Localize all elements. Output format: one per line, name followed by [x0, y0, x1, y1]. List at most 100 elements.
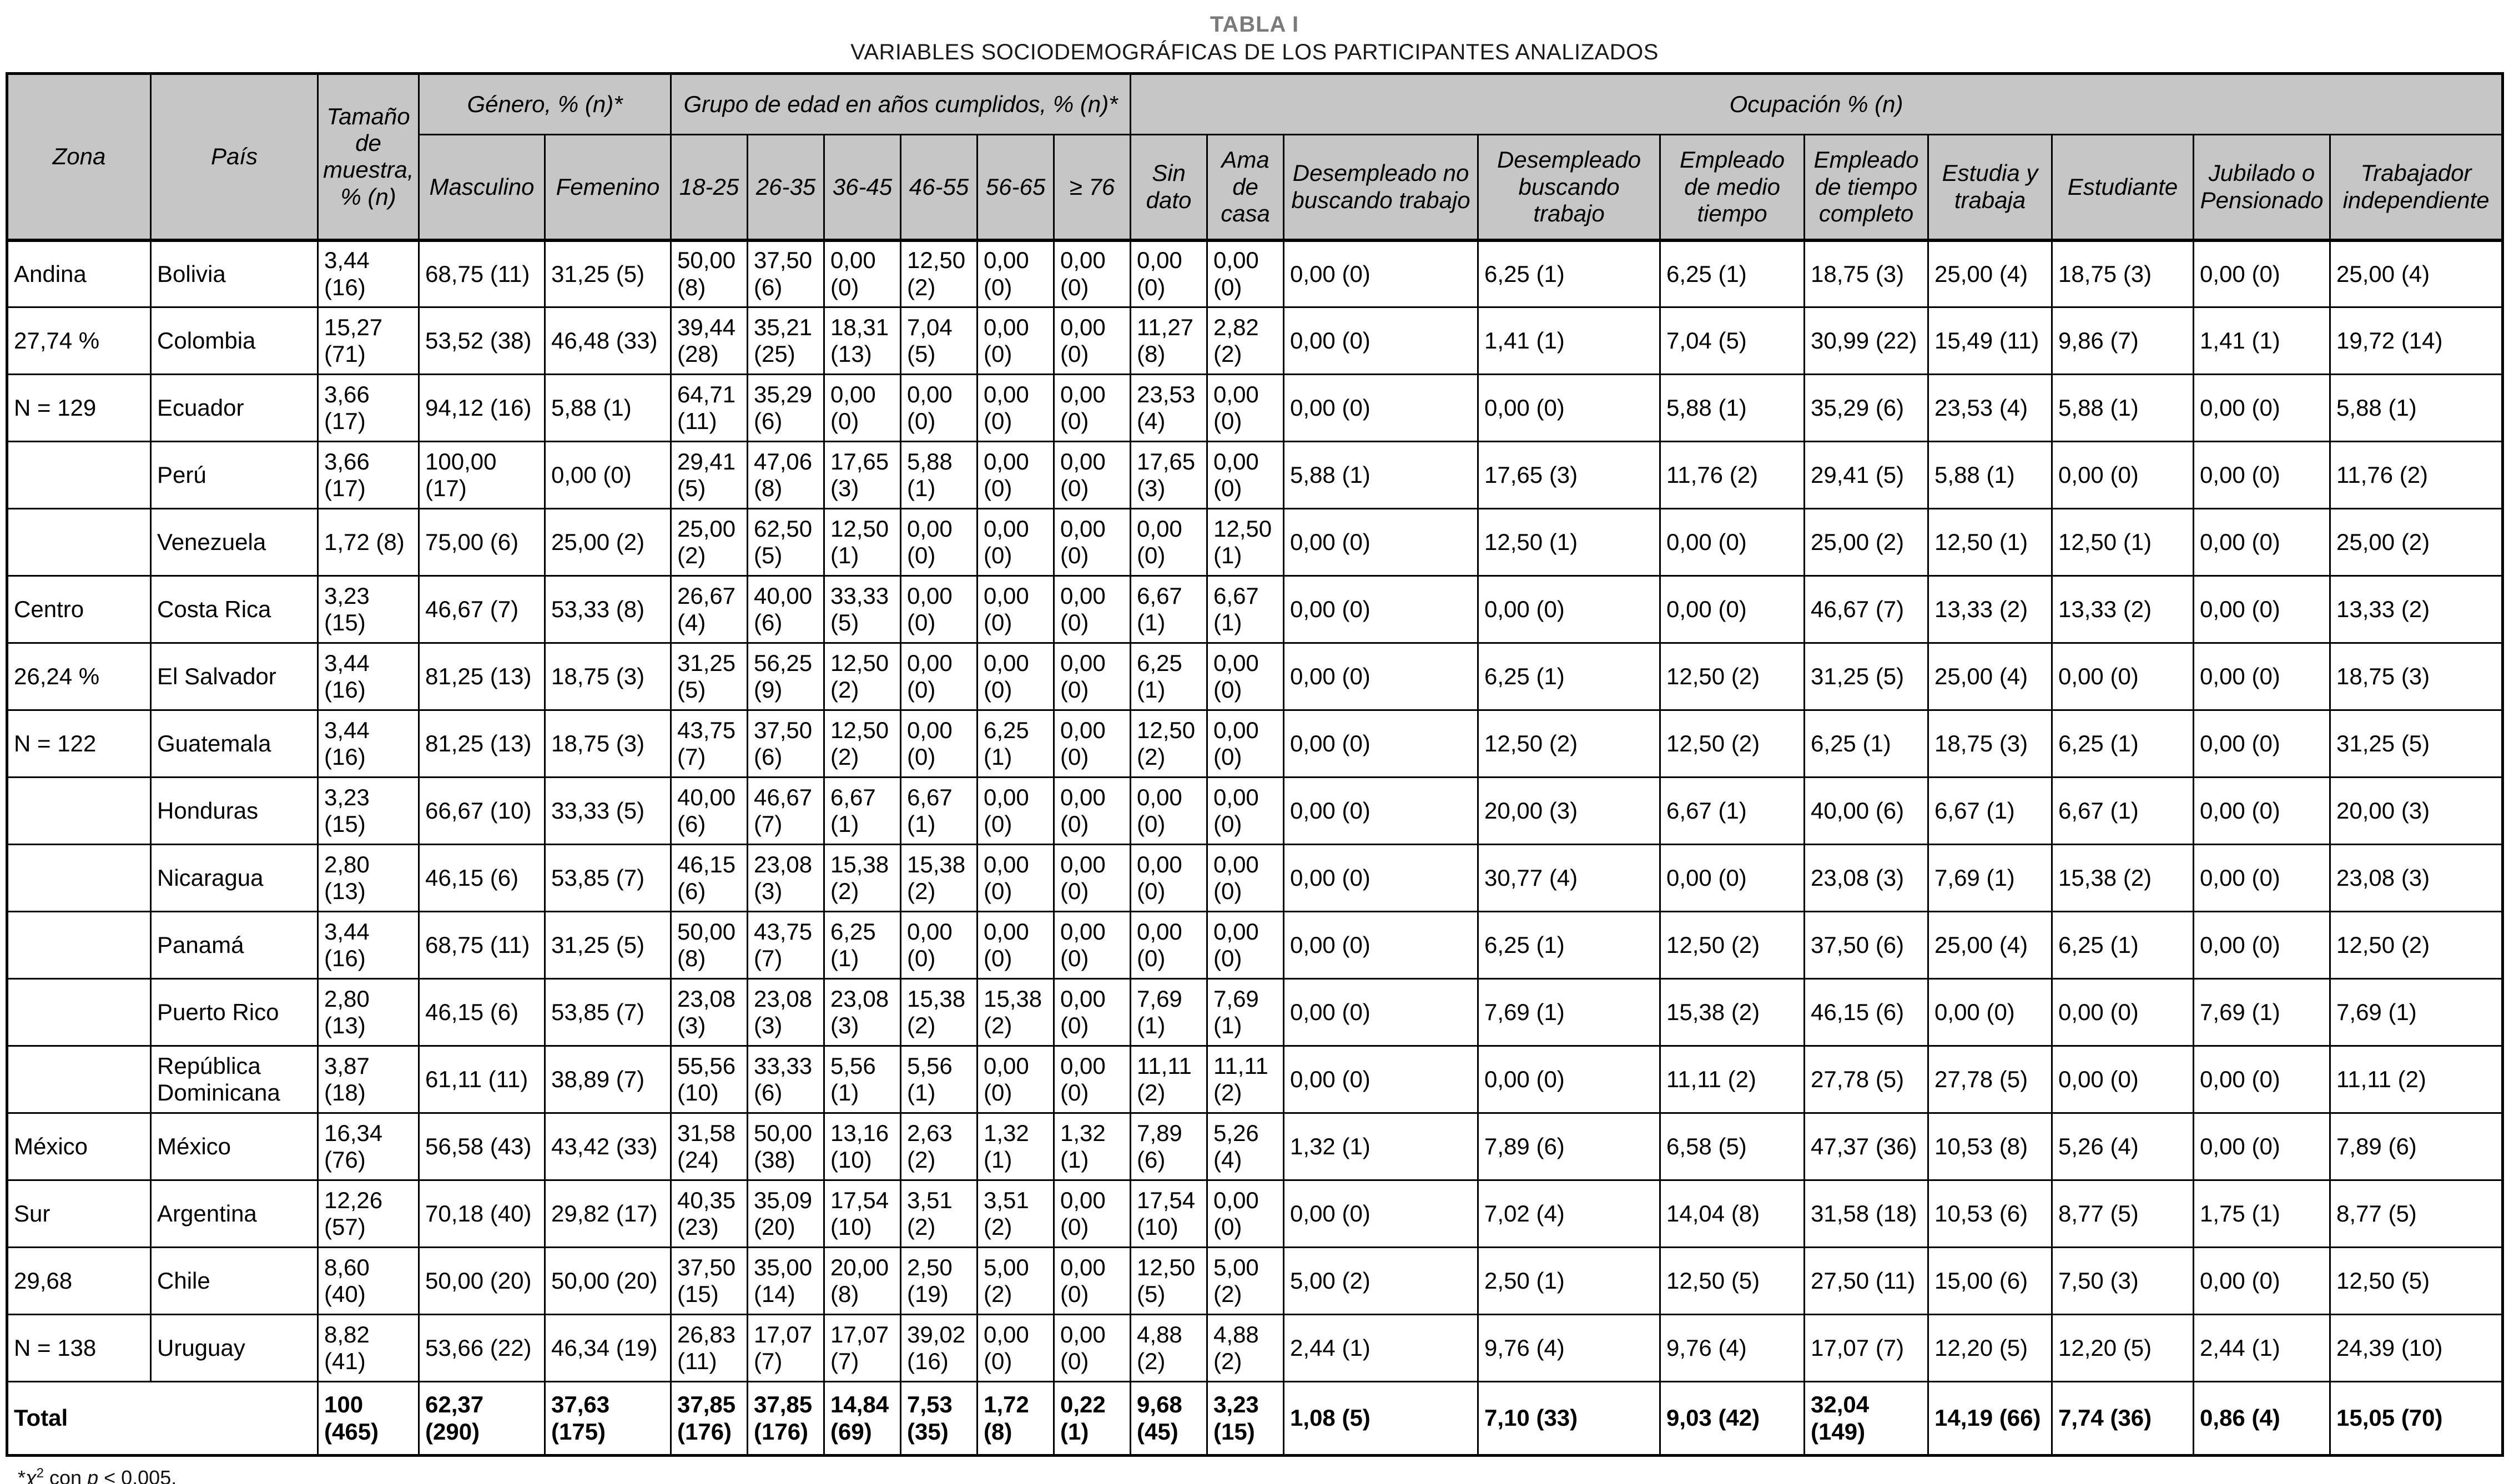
value-cell-desempleado-buscando: 12,50 (2)	[1477, 709, 1661, 778]
value-cell-empleado-medio-tiempo: 6,58 (5)	[1659, 1112, 1806, 1181]
value-cell-femenino: 33,33 (5)	[544, 776, 672, 845]
value-cell-desempleado-buscando: 12,50 (1)	[1477, 508, 1661, 577]
value-cell-edad-26-35: 35,09 (20)	[747, 1179, 825, 1248]
value-cell-desempleado-buscando: 6,25 (1)	[1477, 239, 1661, 308]
value-cell-edad-56-65: 15,38 (2)	[976, 978, 1055, 1047]
footnote: *χ2 con p < 0,005.	[18, 1466, 2509, 1484]
value-cell-edad-36-45: 12,50 (2)	[823, 642, 901, 711]
value-cell-ama-de-casa: 5,26 (4)	[1206, 1112, 1285, 1181]
value-cell-edad-76: 0,00 (0)	[1052, 575, 1132, 644]
value-cell-empleado-tiempo-completo: 35,29 (6)	[1803, 373, 1929, 442]
value-cell-empleado-tiempo-completo: 31,25 (5)	[1803, 642, 1929, 711]
pais-cell: Puerto Rico	[150, 978, 319, 1047]
value-cell-desempleado-buscando: 0,00 (0)	[1477, 373, 1661, 442]
value-cell-edad-36-45: 18,31 (13)	[823, 306, 901, 375]
value-cell-sin-dato: 0,00 (0)	[1130, 239, 1208, 308]
value-cell-estudiante: 7,50 (3)	[2051, 1246, 2195, 1315]
value-cell-empleado-tiempo-completo: 17,07 (7)	[1803, 1314, 1929, 1382]
value-cell-edad-46-55: 5,88 (1)	[900, 441, 978, 509]
value-cell-sin-dato: 4,88 (2)	[1130, 1314, 1208, 1382]
value-cell-ama-de-casa: 0,00 (0)	[1206, 776, 1285, 845]
value-cell-empleado-medio-tiempo: 5,88 (1)	[1659, 373, 1806, 442]
value-cell-masculino: 53,52 (38)	[418, 306, 546, 375]
total-value-cell: 100 (465)	[317, 1381, 420, 1456]
value-cell-edad-18-25: 31,58 (24)	[670, 1112, 748, 1181]
value-cell-empleado-medio-tiempo: 0,00 (0)	[1659, 508, 1806, 577]
value-cell-empleado-medio-tiempo: 12,50 (5)	[1659, 1246, 1806, 1315]
pais-cell: Guatemala	[150, 709, 319, 778]
pais-cell: República Dominicana	[150, 1045, 319, 1114]
value-cell-ama-de-casa: 6,67 (1)	[1206, 575, 1285, 644]
value-cell-edad-26-35: 17,07 (7)	[747, 1314, 825, 1382]
value-cell-edad-46-55: 2,50 (19)	[900, 1246, 978, 1315]
value-cell-edad-76: 0,00 (0)	[1052, 508, 1132, 577]
header-group-row: Zona País Tamaño de muestra, % (n) Géner…	[6, 73, 2504, 241]
value-cell-empleado-medio-tiempo: 11,11 (2)	[1659, 1045, 1806, 1114]
value-cell-edad-36-45: 13,16 (10)	[823, 1112, 901, 1181]
value-cell-edad-36-45: 0,00 (0)	[823, 373, 901, 442]
zona-cell: N = 129	[6, 373, 152, 442]
table-body: Andina Bolivia 3,44 (16) 68,75 (11) 31,2…	[6, 239, 2504, 1382]
value-cell-edad-36-45: 17,54 (10)	[823, 1179, 901, 1248]
value-cell-trabajador-independiente: 19,72 (14)	[2329, 306, 2504, 375]
value-cell-estudia-y-trabaja: 27,78 (5)	[1927, 1045, 2053, 1114]
value-cell-edad-46-55: 0,00 (0)	[900, 642, 978, 711]
value-cell-desempleado-buscando: 2,50 (1)	[1477, 1246, 1661, 1315]
value-cell-masculino: 46,15 (6)	[418, 978, 546, 1047]
value-cell-edad-56-65: 0,00 (0)	[976, 1314, 1055, 1382]
value-cell-edad-18-25: 40,35 (23)	[670, 1179, 748, 1248]
footnote-star: *	[18, 1466, 26, 1484]
value-cell-edad-56-65: 0,00 (0)	[976, 1045, 1055, 1114]
value-cell-estudiante: 15,38 (2)	[2051, 844, 2195, 912]
value-cell-tamano: 2,80 (13)	[317, 978, 420, 1047]
value-cell-masculino: 68,75 (11)	[418, 911, 546, 980]
value-cell-estudia-y-trabaja: 12,50 (1)	[1927, 508, 2053, 577]
value-cell-desempleado-no-buscando: 0,00 (0)	[1283, 239, 1479, 308]
value-cell-jubilado-pensionado: 7,69 (1)	[2193, 978, 2331, 1047]
header-sub-row: Masculino Femenino 18-25 26-35 36-45 46-…	[7, 134, 2504, 241]
value-cell-masculino: 100,00 (17)	[418, 441, 546, 509]
col-header-estudiante: Estudiante	[2051, 134, 2195, 241]
value-cell-desempleado-buscando: 1,41 (1)	[1477, 306, 1661, 375]
value-cell-edad-76: 0,00 (0)	[1052, 978, 1132, 1047]
table-row: Honduras 3,23 (15) 66,67 (10) 33,33 (5) …	[6, 776, 2504, 845]
value-cell-empleado-tiempo-completo: 27,50 (11)	[1803, 1246, 1929, 1315]
value-cell-edad-26-35: 35,29 (6)	[747, 373, 825, 442]
value-cell-estudia-y-trabaja: 10,53 (6)	[1927, 1179, 2053, 1248]
value-cell-edad-26-35: 43,75 (7)	[747, 911, 825, 980]
value-cell-empleado-tiempo-completo: 47,37 (36)	[1803, 1112, 1929, 1181]
value-cell-tamano: 3,44 (16)	[317, 709, 420, 778]
value-cell-estudia-y-trabaja: 18,75 (3)	[1927, 709, 2053, 778]
value-cell-edad-56-65: 0,00 (0)	[976, 306, 1055, 375]
pais-cell: México	[150, 1112, 319, 1181]
value-cell-empleado-medio-tiempo: 6,67 (1)	[1659, 776, 1806, 845]
value-cell-trabajador-independiente: 8,77 (5)	[2329, 1179, 2504, 1248]
value-cell-sin-dato: 0,00 (0)	[1130, 776, 1208, 845]
zona-cell: N = 138	[6, 1314, 152, 1382]
group-header-ocupacion: Ocupación % (n)	[1130, 73, 2504, 135]
value-cell-edad-56-65: 0,00 (0)	[976, 373, 1055, 442]
value-cell-desempleado-no-buscando: 0,00 (0)	[1283, 844, 1479, 912]
table-row: Puerto Rico 2,80 (13) 46,15 (6) 53,85 (7…	[6, 978, 2504, 1047]
total-value-cell: 1,72 (8)	[976, 1381, 1055, 1456]
value-cell-empleado-medio-tiempo: 14,04 (8)	[1659, 1179, 1806, 1248]
value-cell-femenino: 53,85 (7)	[544, 844, 672, 912]
value-cell-sin-dato: 12,50 (2)	[1130, 709, 1208, 778]
total-label-cell: Total	[6, 1381, 319, 1456]
value-cell-edad-26-35: 23,08 (3)	[747, 978, 825, 1047]
value-cell-trabajador-independiente: 12,50 (5)	[2329, 1246, 2504, 1315]
value-cell-desempleado-no-buscando: 0,00 (0)	[1283, 575, 1479, 644]
value-cell-estudia-y-trabaja: 10,53 (8)	[1927, 1112, 2053, 1181]
value-cell-edad-36-45: 12,50 (1)	[823, 508, 901, 577]
value-cell-femenino: 0,00 (0)	[544, 441, 672, 509]
value-cell-edad-76: 0,00 (0)	[1052, 441, 1132, 509]
value-cell-ama-de-casa: 5,00 (2)	[1206, 1246, 1285, 1315]
value-cell-trabajador-independiente: 18,75 (3)	[2329, 642, 2504, 711]
value-cell-empleado-medio-tiempo: 11,76 (2)	[1659, 441, 1806, 509]
value-cell-ama-de-casa: 0,00 (0)	[1206, 844, 1285, 912]
value-cell-trabajador-independiente: 7,89 (6)	[2329, 1112, 2504, 1181]
table-subtitle: VARIABLES SOCIODEMOGRÁFICAS DE LOS PARTI…	[850, 40, 1659, 64]
value-cell-estudiante: 0,00 (0)	[2051, 642, 2195, 711]
value-cell-edad-36-45: 0,00 (0)	[823, 239, 901, 308]
col-header-sin-dato: Sin dato	[1130, 134, 1208, 241]
